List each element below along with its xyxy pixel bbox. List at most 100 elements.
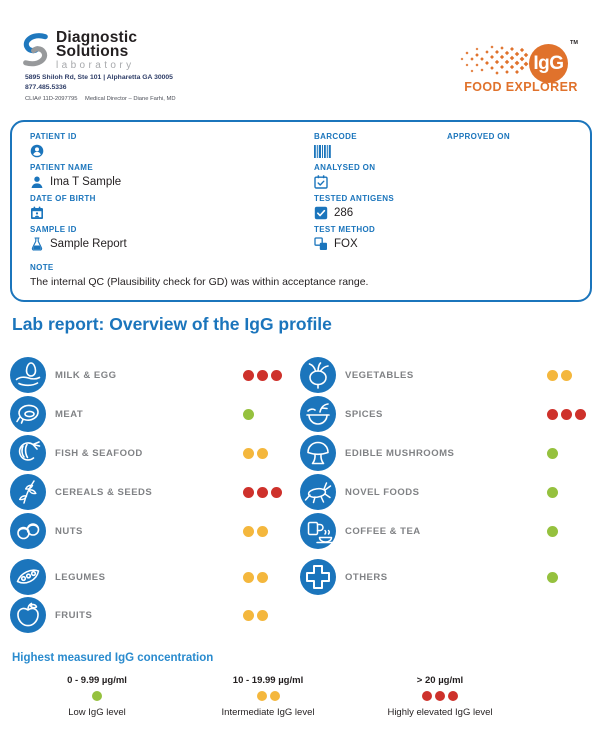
field-value: 286 xyxy=(334,207,354,219)
igg-level-dot xyxy=(547,571,558,583)
igg-level-dot xyxy=(547,369,558,381)
patient-column-middle: BARCODE ANALYSED ON TESTED ANTIGENS 286 … xyxy=(314,132,394,256)
field-label: TEST METHOD xyxy=(314,225,376,234)
brand-line2: Solutions xyxy=(56,42,129,60)
category-row-milk-egg: MILK & EGG xyxy=(10,357,290,393)
brand-name: Diagnostic Solutions laboratory xyxy=(56,29,138,71)
spices-icon xyxy=(300,396,336,432)
legend-intermediate: 10 - 19.99 µg/ml Intermediate IgG level xyxy=(183,675,353,718)
igg-logo-text: IgG xyxy=(533,52,564,74)
field-test-method: TEST METHOD FOX xyxy=(314,225,394,251)
address-line: 5895 Shiloh Rd, Ste 101 | Alpharetta GA … xyxy=(25,74,173,81)
field-value: Ima T Sample xyxy=(50,176,122,188)
category-label: LEGUMES xyxy=(55,571,106,583)
igg-level-dots xyxy=(243,571,268,583)
lab-address: 5895 Shiloh Rd, Ste 101 | Alpharetta GA … xyxy=(25,73,173,92)
field-label: BARCODE xyxy=(314,132,357,141)
note-section: NOTE The internal QC (Plausibility check… xyxy=(30,263,570,288)
clia-number: CLIA# 11D-2097795 xyxy=(25,96,78,102)
legend-label: Highly elevated IgG level xyxy=(387,707,493,718)
fish-seafood-icon xyxy=(10,435,46,471)
igg-level-dot xyxy=(257,609,268,621)
legend-dots xyxy=(355,691,525,701)
igg-level-dots xyxy=(243,525,268,537)
plus-cross-icon xyxy=(300,559,336,595)
igg-level-dots xyxy=(547,486,558,498)
nuts-icon xyxy=(10,513,46,549)
checkbox-check-icon xyxy=(314,206,328,220)
legumes-icon xyxy=(10,559,46,595)
category-label: FRUITS xyxy=(55,609,93,621)
category-row-novel-foods: NOVEL FOODS xyxy=(300,474,588,510)
igg-level-dot xyxy=(575,408,586,420)
category-label: COFFEE & TEA xyxy=(345,525,421,537)
category-row-spices: SPICES xyxy=(300,396,588,432)
category-row-fruits: FRUITS xyxy=(10,597,290,633)
phone-line: 877.485.5336 xyxy=(25,83,67,91)
note-label: NOTE xyxy=(30,263,54,272)
category-row-edible-mushrooms: EDIBLE MUSHROOMS xyxy=(300,435,588,471)
igg-level-dot xyxy=(243,609,254,621)
food-explorer-wordmark: FOOD EXPLORER xyxy=(464,80,578,94)
igg-level-dot xyxy=(271,486,282,498)
igg-level-dots xyxy=(243,369,282,381)
igg-level-dot xyxy=(547,447,558,459)
igg-level-dot xyxy=(243,571,254,583)
legend-range: > 20 µg/ml xyxy=(416,675,464,686)
field-value: Sample Report xyxy=(50,238,127,250)
igg-level-dots xyxy=(243,609,268,621)
category-row-meat: MEAT xyxy=(10,396,290,432)
igg-level-dots xyxy=(547,571,558,583)
igg-level-dot xyxy=(257,571,268,583)
igg-level-dot xyxy=(561,408,572,420)
category-row-fish-seafood: FISH & SEAFOOD xyxy=(10,435,290,471)
field-patient-id: PATIENT ID xyxy=(30,132,127,158)
category-column-left: MILK & EGG MEAT FISH & SEAFOOD CEREALS &… xyxy=(10,357,290,637)
field-analysed-on: ANALYSED ON xyxy=(314,163,394,189)
igg-level-dot xyxy=(422,691,432,701)
legend-low: 0 - 9.99 µg/ml Low IgG level xyxy=(12,675,182,718)
category-label: FISH & SEAFOOD xyxy=(55,447,143,459)
category-label: NOVEL FOODS xyxy=(345,486,420,498)
fruits-icon xyxy=(10,597,46,633)
igg-logo-badge: IgG xyxy=(529,44,568,83)
igg-level-dot xyxy=(257,369,268,381)
field-label: TESTED ANTIGENS xyxy=(314,194,395,203)
category-row-legumes: LEGUMES xyxy=(10,559,290,595)
field-label: ANALYSED ON xyxy=(314,163,376,172)
igg-level-dots xyxy=(547,447,558,459)
brand-line1: Diagnostic xyxy=(56,29,138,46)
method-squares-icon xyxy=(314,237,328,251)
igg-level-dot xyxy=(257,525,268,537)
legend-dots xyxy=(12,691,182,701)
igg-level-dots xyxy=(547,525,558,537)
vegetables-icon xyxy=(300,357,336,393)
flask-icon xyxy=(30,237,44,251)
dots-pattern-decoration-icon xyxy=(460,45,529,75)
category-label: MEAT xyxy=(55,408,84,420)
field-label: PATIENT ID xyxy=(30,132,77,141)
field-label: SAMPLE ID xyxy=(30,225,77,234)
field-sample-id: SAMPLE ID Sample Report xyxy=(30,225,127,251)
id-badge-icon xyxy=(30,144,44,158)
calendar-icon xyxy=(30,206,44,220)
diagnostic-solutions-logo-icon xyxy=(21,32,49,68)
meat-icon xyxy=(10,396,46,432)
igg-level-dot xyxy=(256,691,267,701)
igg-level-dot xyxy=(448,691,458,701)
field-label: DATE OF BIRTH xyxy=(30,194,96,203)
cereals-seeds-icon xyxy=(10,474,46,510)
legend-label: Intermediate IgG level xyxy=(221,707,315,718)
igg-level-dots xyxy=(243,486,282,498)
igg-level-dot xyxy=(243,369,254,381)
igg-level-dot xyxy=(243,486,254,498)
igg-level-dots xyxy=(243,447,268,459)
field-label: APPROVED ON xyxy=(447,132,510,141)
category-label: OTHERS xyxy=(345,571,388,583)
legend-label: Low IgG level xyxy=(68,707,126,718)
cricket-icon xyxy=(300,474,336,510)
igg-level-dot xyxy=(271,369,282,381)
category-label: MILK & EGG xyxy=(55,369,117,381)
igg-level-dot xyxy=(243,408,254,420)
mushroom-icon xyxy=(300,435,336,471)
